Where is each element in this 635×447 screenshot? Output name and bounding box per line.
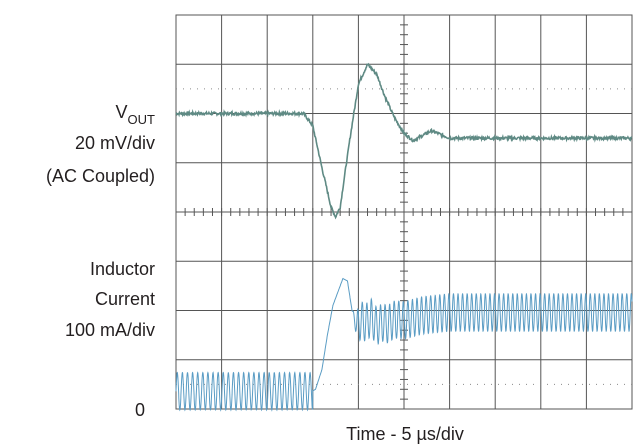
inductor-label-line2: Current (95, 289, 155, 309)
inductor-label-line1: Inductor (90, 259, 155, 279)
zero-reference-label: 0 (135, 400, 145, 420)
traces (175, 62, 633, 412)
vout-scale-label: 20 mV/div (75, 133, 155, 153)
inductor-scale-label: 100 mA/div (65, 320, 155, 340)
vout-label-v: V (116, 102, 128, 122)
vout-trace (175, 62, 633, 220)
vout-label: VOUT (116, 102, 156, 127)
vout-label-sub: OUT (128, 112, 156, 127)
x-axis-title: Time - 5 µs/div (346, 424, 464, 444)
inductor-current-trace (175, 277, 633, 412)
vout-coupling-label: (AC Coupled) (46, 166, 155, 186)
grid (175, 14, 633, 410)
